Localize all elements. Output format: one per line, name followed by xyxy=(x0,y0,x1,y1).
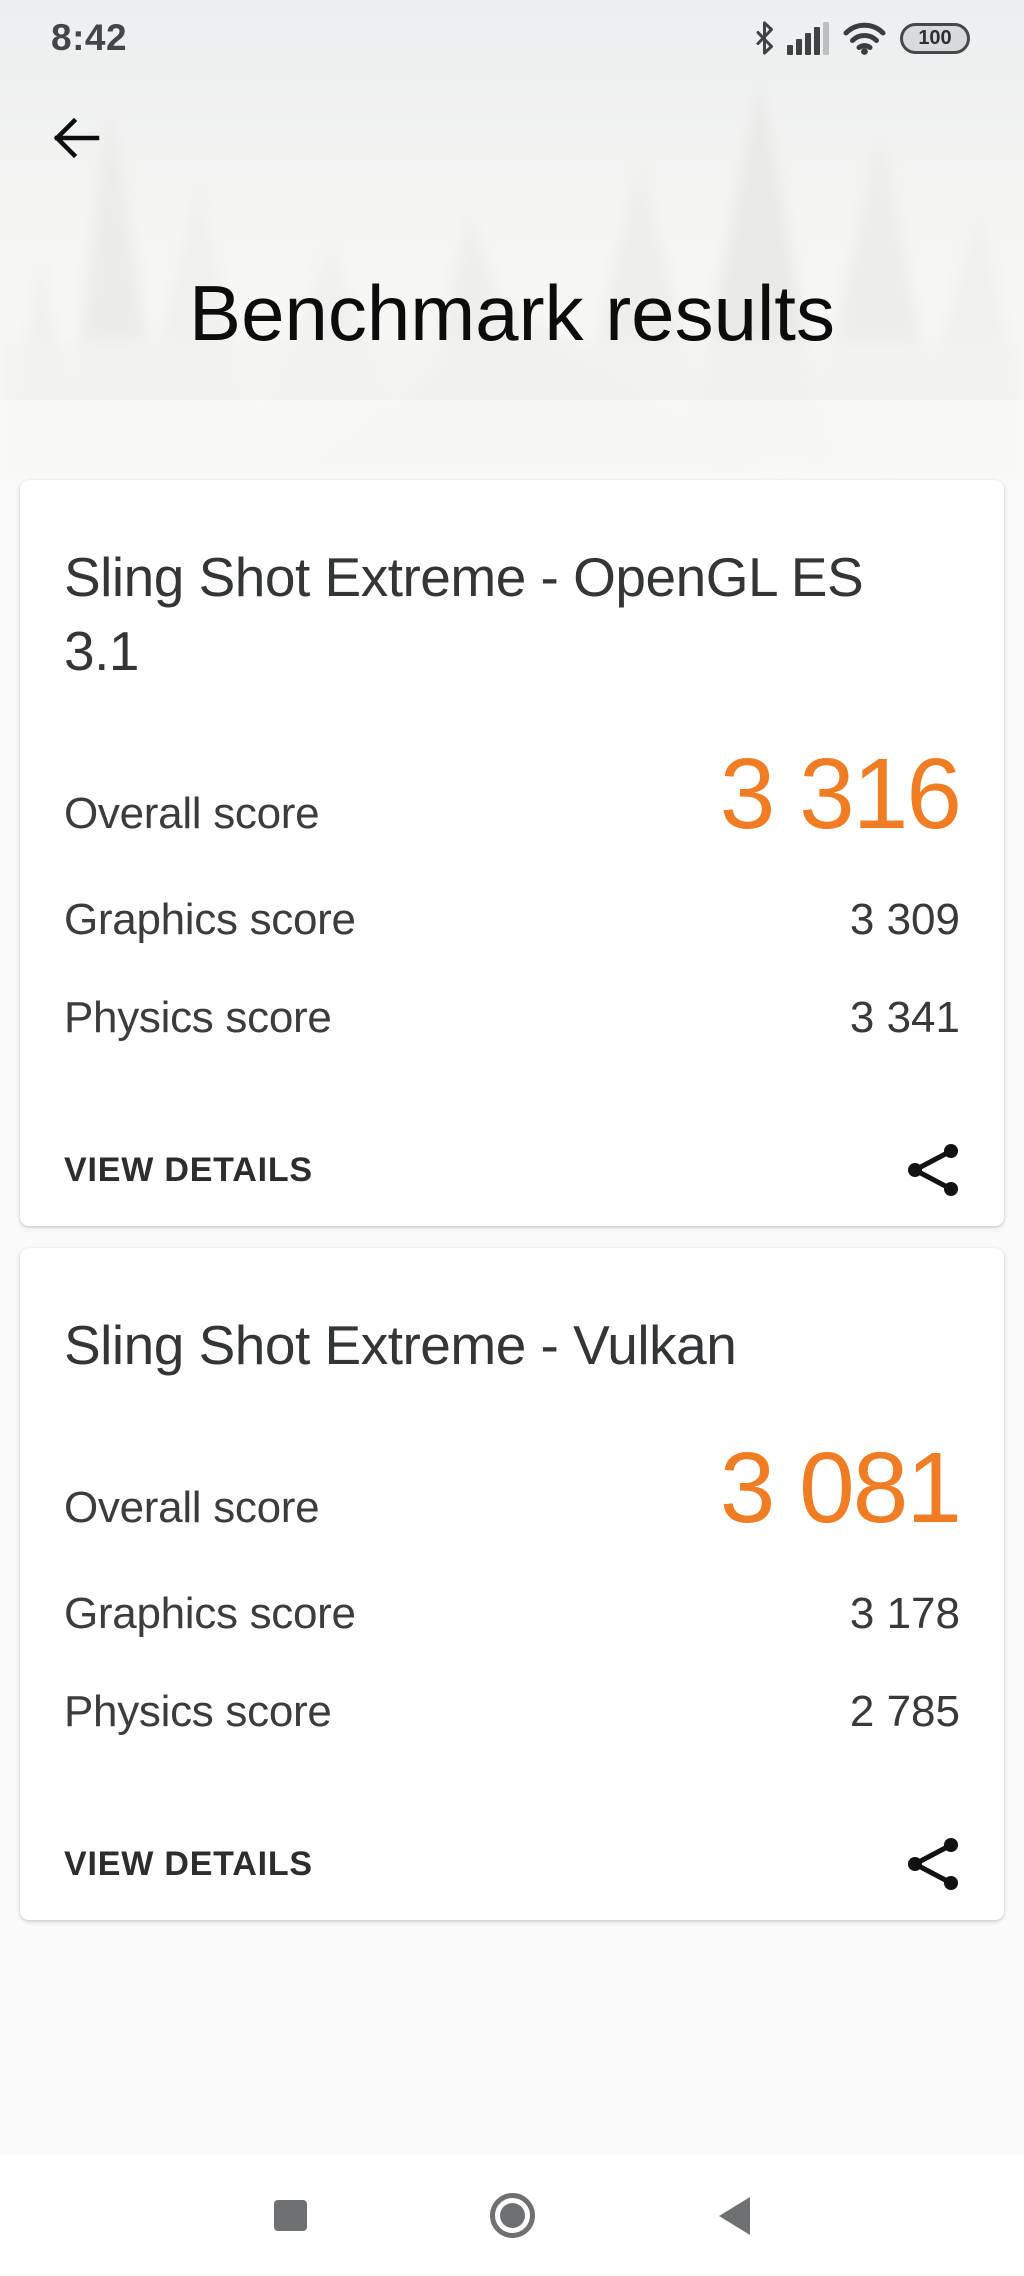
status-bar: 8:42 100 xyxy=(0,0,1024,66)
signal-icon xyxy=(787,21,829,55)
nav-back-button[interactable] xyxy=(711,2193,757,2239)
score-row: Graphics score 3 178 xyxy=(64,1588,960,1640)
score-label: Graphics score xyxy=(64,1589,356,1638)
score-label: Physics score xyxy=(64,1687,332,1736)
overall-score-row: Overall score 3 316 xyxy=(64,738,962,850)
card-actions-row: VIEW DETAILS xyxy=(64,1834,960,1894)
score-label: Graphics score xyxy=(64,895,356,944)
score-label: Physics score xyxy=(64,993,332,1042)
overall-score-label: Overall score xyxy=(64,789,320,838)
share-button[interactable] xyxy=(906,1141,960,1199)
nav-home-button[interactable] xyxy=(489,2193,535,2239)
bluetooth-icon xyxy=(756,21,773,55)
page-title: Benchmark results xyxy=(189,269,835,357)
benchmark-card: Sling Shot Extreme - OpenGL ES 3.1 Overa… xyxy=(20,480,1004,1226)
back-button[interactable] xyxy=(50,112,102,164)
overall-score-label: Overall score xyxy=(64,1483,320,1532)
card-title: Sling Shot Extreme - OpenGL ES 3.1 xyxy=(64,546,864,682)
nav-recents-button[interactable] xyxy=(267,2193,313,2239)
view-details-button[interactable]: VIEW DETAILS xyxy=(64,1844,313,1883)
header: 8:42 100 Benchmark results xyxy=(0,0,1024,480)
score-row: Graphics score 3 309 xyxy=(64,894,960,946)
overall-score-value: 3 081 xyxy=(719,1432,962,1544)
score-value: 2 785 xyxy=(849,1687,960,1736)
wifi-icon xyxy=(843,22,886,55)
header-background-image xyxy=(0,80,1024,480)
home-icon xyxy=(489,2193,535,2238)
share-icon xyxy=(908,1144,958,1196)
benchmark-card: Sling Shot Extreme - Vulkan Overall scor… xyxy=(20,1248,1004,1920)
status-icons: 100 xyxy=(755,20,970,56)
back-icon xyxy=(718,2196,750,2235)
card-actions-row: VIEW DETAILS xyxy=(64,1140,960,1200)
share-button[interactable] xyxy=(906,1835,960,1893)
view-details-button[interactable]: VIEW DETAILS xyxy=(64,1150,313,1189)
time-label: 8:42 xyxy=(51,17,128,58)
overall-score-row: Overall score 3 081 xyxy=(64,1432,962,1544)
recents-icon xyxy=(273,2200,307,2231)
overall-score-value: 3 316 xyxy=(719,738,962,850)
battery-indicator: 100 xyxy=(900,22,970,54)
results-list: Sling Shot Extreme - OpenGL ES 3.1 Overa… xyxy=(0,480,1024,1942)
nav-bar xyxy=(0,2155,1024,2276)
score-value: 3 341 xyxy=(849,993,960,1042)
score-value: 3 309 xyxy=(849,895,960,944)
battery-level: 100 xyxy=(918,26,952,49)
share-icon xyxy=(908,1838,958,1890)
score-row: Physics score 2 785 xyxy=(64,1686,960,1738)
card-title: Sling Shot Extreme - Vulkan xyxy=(64,1314,737,1376)
score-value: 3 178 xyxy=(849,1589,960,1638)
score-row: Physics score 3 341 xyxy=(64,992,960,1044)
